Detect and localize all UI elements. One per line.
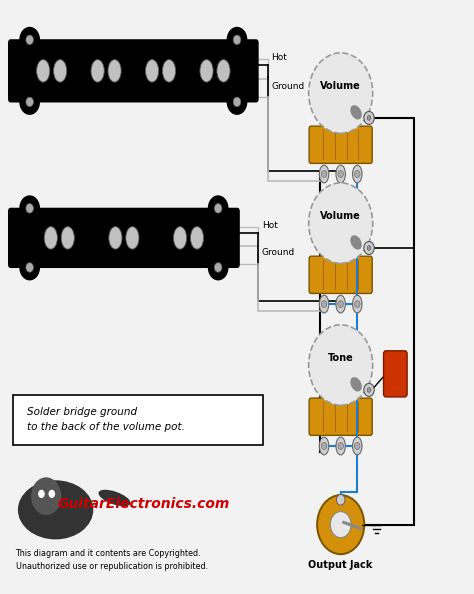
Circle shape [208,254,228,280]
FancyBboxPatch shape [13,394,263,445]
Circle shape [26,204,34,213]
Ellipse shape [61,227,74,249]
Circle shape [367,387,371,392]
Circle shape [214,263,222,272]
Circle shape [31,478,61,515]
Circle shape [338,301,344,308]
Ellipse shape [18,481,93,539]
Ellipse shape [350,377,362,391]
Ellipse shape [44,227,57,249]
Circle shape [233,35,241,45]
Circle shape [26,97,34,107]
Ellipse shape [336,165,346,183]
Ellipse shape [319,165,329,183]
Circle shape [367,116,371,121]
Circle shape [26,263,34,272]
Circle shape [355,170,360,178]
Text: Ground: Ground [262,248,295,257]
FancyBboxPatch shape [383,351,407,397]
Circle shape [233,97,241,107]
Ellipse shape [319,295,329,313]
Circle shape [19,195,40,222]
Circle shape [367,246,371,250]
Circle shape [19,27,40,53]
Text: Hot: Hot [272,53,287,62]
Ellipse shape [353,165,362,183]
Circle shape [355,301,360,308]
Text: This diagram and it contents are Copyrighted.
Unauthorized use or republication : This diagram and it contents are Copyrig… [16,549,208,571]
Circle shape [19,254,40,280]
FancyBboxPatch shape [309,126,372,163]
Circle shape [330,511,351,538]
Ellipse shape [126,227,139,249]
Circle shape [321,301,327,308]
Circle shape [208,195,228,222]
Circle shape [214,204,222,213]
Circle shape [338,170,344,178]
Circle shape [227,89,247,115]
FancyBboxPatch shape [309,398,372,435]
Circle shape [19,89,40,115]
Text: Ground: Ground [272,81,305,91]
Circle shape [26,35,34,45]
FancyBboxPatch shape [8,208,240,268]
Text: Output Jack: Output Jack [309,560,373,570]
Text: Solder bridge ground
to the back of the volume pot.: Solder bridge ground to the back of the … [27,407,185,432]
Ellipse shape [200,59,213,82]
Circle shape [338,443,344,450]
Circle shape [364,383,374,396]
Circle shape [227,27,247,53]
Ellipse shape [336,437,346,455]
Circle shape [321,170,327,178]
Circle shape [317,495,364,554]
Ellipse shape [54,59,67,82]
Circle shape [48,489,55,498]
Circle shape [364,242,374,254]
Ellipse shape [91,59,104,82]
Ellipse shape [146,59,159,82]
Ellipse shape [350,105,362,119]
Circle shape [337,494,345,505]
Circle shape [309,53,373,133]
Ellipse shape [350,235,362,249]
Circle shape [355,443,360,450]
Ellipse shape [109,227,122,249]
Text: Volume: Volume [320,211,361,221]
FancyBboxPatch shape [8,39,259,103]
Ellipse shape [163,59,176,82]
Circle shape [321,443,327,450]
Ellipse shape [353,437,362,455]
Circle shape [309,183,373,263]
Ellipse shape [336,295,346,313]
Circle shape [309,325,373,405]
Ellipse shape [217,59,230,82]
Text: Volume: Volume [320,81,361,91]
Ellipse shape [353,295,362,313]
FancyBboxPatch shape [309,256,372,293]
Text: Hot: Hot [262,220,278,230]
Circle shape [364,112,374,124]
Ellipse shape [36,59,50,82]
Ellipse shape [173,227,187,249]
Circle shape [38,489,45,498]
Text: GuitarElectronics.com: GuitarElectronics.com [58,497,230,511]
Ellipse shape [99,490,130,506]
Ellipse shape [108,59,121,82]
Ellipse shape [319,437,329,455]
Ellipse shape [191,227,204,249]
Text: Tone: Tone [328,353,354,363]
